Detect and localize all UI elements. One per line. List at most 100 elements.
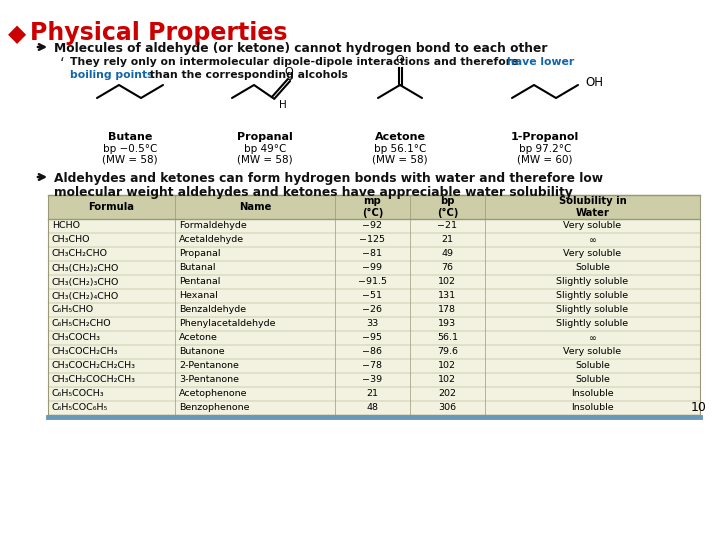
Text: Butanal: Butanal (179, 264, 216, 273)
Text: They rely only on intermolecular dipole-dipole interactions and therefore: They rely only on intermolecular dipole-… (70, 57, 522, 67)
Text: Aldehydes and ketones can form hydrogen bonds with water and therefore low: Aldehydes and ketones can form hydrogen … (54, 172, 603, 185)
Text: CH₃CH₂COCH₂CH₃: CH₃CH₂COCH₂CH₃ (52, 375, 136, 384)
Text: bp
(°C): bp (°C) (436, 196, 458, 218)
Text: 178: 178 (438, 306, 456, 314)
Text: −21: −21 (437, 221, 457, 231)
Text: bp −0.5°C: bp −0.5°C (103, 144, 157, 154)
Text: (MW = 58): (MW = 58) (237, 155, 293, 165)
Text: Propanal: Propanal (237, 132, 293, 142)
Text: Benzophenone: Benzophenone (179, 403, 250, 413)
Text: 10: 10 (691, 401, 707, 414)
Text: 102: 102 (438, 375, 456, 384)
Text: than the corresponding alcohols: than the corresponding alcohols (146, 70, 348, 80)
Text: 193: 193 (438, 320, 456, 328)
Text: −51: −51 (362, 292, 382, 300)
Text: 2-Pentanone: 2-Pentanone (179, 361, 239, 370)
Text: 1-Propanol: 1-Propanol (511, 132, 579, 142)
Bar (48, 261, 700, 275)
Text: H: H (279, 100, 287, 110)
Text: Insoluble: Insoluble (571, 389, 613, 399)
Bar (48, 331, 700, 345)
Text: −99: −99 (362, 264, 382, 273)
Text: Hexanal: Hexanal (179, 292, 218, 300)
Text: 56.1: 56.1 (437, 334, 458, 342)
Text: Soluble: Soluble (575, 375, 610, 384)
Text: Acetone: Acetone (179, 334, 218, 342)
Text: −26: −26 (362, 306, 382, 314)
Text: −86: −86 (362, 348, 382, 356)
Text: CH₃CHO: CH₃CHO (52, 235, 91, 245)
Bar (48, 219, 700, 233)
Text: CH₃(CH₂)₃CHO: CH₃(CH₂)₃CHO (52, 278, 120, 287)
Text: Acetone: Acetone (374, 132, 426, 142)
Text: Acetophenone: Acetophenone (179, 389, 248, 399)
Text: CH₃COCH₂CH₃: CH₃COCH₂CH₃ (52, 348, 119, 356)
Text: −95: −95 (362, 334, 382, 342)
Text: 79.6: 79.6 (437, 348, 458, 356)
Text: 3-Pentanone: 3-Pentanone (179, 375, 239, 384)
Text: bp 56.1°C: bp 56.1°C (374, 144, 426, 154)
Text: 21: 21 (441, 235, 454, 245)
Bar (48, 387, 700, 401)
Text: Solubility in
Water: Solubility in Water (559, 196, 626, 218)
Text: Formaldehyde: Formaldehyde (179, 221, 247, 231)
Text: CH₃CH₂CHO: CH₃CH₂CHO (52, 249, 108, 259)
Text: Butane: Butane (108, 132, 152, 142)
Text: mp
(°C): mp (°C) (361, 196, 383, 218)
Text: (MW = 58): (MW = 58) (372, 155, 428, 165)
Text: 76: 76 (441, 264, 454, 273)
Text: Formula: Formula (89, 202, 135, 212)
Text: −92: −92 (362, 221, 382, 231)
Bar (48, 303, 700, 317)
Bar (48, 289, 700, 303)
Text: Slightly soluble: Slightly soluble (557, 292, 629, 300)
Text: O: O (284, 67, 293, 77)
Text: Physical Properties: Physical Properties (30, 21, 287, 45)
Text: bp 97.2°C: bp 97.2°C (519, 144, 571, 154)
Text: −78: −78 (362, 361, 382, 370)
Text: CH₃(CH₂)₂CHO: CH₃(CH₂)₂CHO (52, 264, 120, 273)
Text: −91.5: −91.5 (358, 278, 387, 287)
Text: 48: 48 (366, 403, 379, 413)
Text: 131: 131 (438, 292, 456, 300)
Text: (MW = 60): (MW = 60) (517, 155, 572, 165)
Text: Slightly soluble: Slightly soluble (557, 278, 629, 287)
Bar (48, 247, 700, 261)
Text: Slightly soluble: Slightly soluble (557, 306, 629, 314)
Text: Butanone: Butanone (179, 348, 225, 356)
Text: C₆H₅CHO: C₆H₅CHO (52, 306, 94, 314)
Text: 306: 306 (438, 403, 456, 413)
Text: Soluble: Soluble (575, 361, 610, 370)
Bar (48, 359, 700, 373)
Text: HCHO: HCHO (52, 221, 80, 231)
Text: O: O (395, 55, 405, 65)
Text: −81: −81 (362, 249, 382, 259)
Bar (48, 401, 700, 415)
Text: −39: −39 (362, 375, 382, 384)
Text: 202: 202 (438, 389, 456, 399)
Text: 102: 102 (438, 361, 456, 370)
Text: 21: 21 (366, 389, 379, 399)
Text: Insoluble: Insoluble (571, 403, 613, 413)
Text: CH₃COCH₂CH₂CH₃: CH₃COCH₂CH₂CH₃ (52, 361, 136, 370)
Text: 49: 49 (441, 249, 454, 259)
Text: Acetaldehyde: Acetaldehyde (179, 235, 244, 245)
Text: Very soluble: Very soluble (563, 221, 621, 231)
Text: (MW = 58): (MW = 58) (102, 155, 158, 165)
Text: C₆H₅CH₂CHO: C₆H₅CH₂CHO (52, 320, 112, 328)
Bar (48, 317, 700, 331)
Bar (48, 195, 700, 415)
Text: Molecules of aldehyde (or ketone) cannot hydrogen bond to each other: Molecules of aldehyde (or ketone) cannot… (54, 42, 547, 55)
Text: ‘: ‘ (60, 57, 65, 72)
Text: 33: 33 (366, 320, 379, 328)
Text: Phenylacetaldehyde: Phenylacetaldehyde (179, 320, 276, 328)
Text: CH₃COCH₃: CH₃COCH₃ (52, 334, 101, 342)
Text: have lower: have lower (507, 57, 575, 67)
Text: Slightly soluble: Slightly soluble (557, 320, 629, 328)
Text: C₆H₅COC₆H₅: C₆H₅COC₆H₅ (52, 403, 108, 413)
Text: ∞: ∞ (588, 334, 596, 342)
Text: −125: −125 (359, 235, 385, 245)
Text: Pentanal: Pentanal (179, 278, 220, 287)
Text: ◆: ◆ (8, 22, 26, 46)
Bar (48, 233, 700, 247)
